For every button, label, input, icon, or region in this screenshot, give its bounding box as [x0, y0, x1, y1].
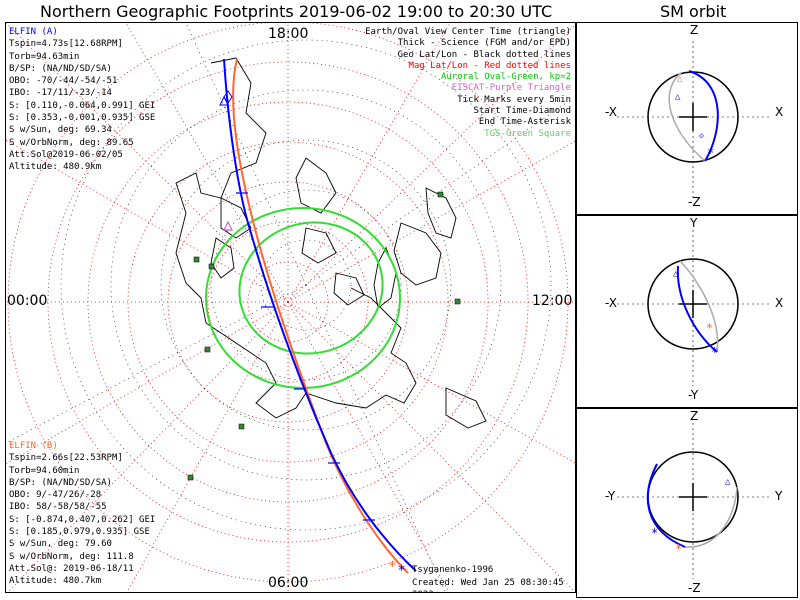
orbit-xy-graphics: △ * *: [617, 230, 772, 386]
legend-item: TGS-Green Square: [484, 128, 571, 139]
elfin-a-info: ELFIN (A) Tspin=4.73s[12.68RPM] Torb=94.…: [9, 26, 155, 174]
map-legend: Earth/Oval View Center Time (triangle) T…: [365, 27, 571, 140]
tgs-stations: [187, 191, 461, 481]
eiscat-triangle: [223, 220, 233, 231]
axis-top: Z: [690, 409, 699, 423]
svg-text:*: *: [706, 321, 713, 335]
label-right: 12:00: [532, 293, 573, 309]
view-center-triangle: [219, 95, 229, 106]
elfin-a-line: IBO: -17/11/-23/-14: [9, 88, 112, 99]
end-asterisk-a: *: [398, 563, 405, 579]
orbit-xz-graphics: * ◇ △ △: [617, 41, 772, 198]
elfin-b-line: Altitude: 480.7km: [9, 576, 102, 587]
label-bottom: 06:00: [268, 575, 309, 591]
geo-latitude-grid: [60, 39, 552, 531]
elfin-a-line: S: [0.353,-0.001,0.935] GSE: [9, 113, 156, 124]
created-stamp: Created: Wed Jan 25 08:30:45 2023: [412, 578, 564, 592]
elfin-a-track: [223, 58, 417, 572]
label-top: 18:00: [268, 26, 309, 42]
elfin-b-info: ELFIN (B) Tspin=2.66s[22.53RPM] Torb=94.…: [9, 440, 155, 588]
elfin-a-line: B/SP: (NA/ND/SD/SA): [9, 63, 112, 74]
elfin-a-line: ELFIN (A): [9, 27, 58, 37]
start-diamond: [223, 90, 233, 104]
axis-right: X: [775, 105, 784, 119]
elfin-a-line: Torb=94.63min: [9, 51, 80, 62]
geo-longitude-grid: [6, 23, 567, 592]
elfin-b-line: Tspin=2.66s[22.53RPM]: [9, 453, 123, 464]
axis-top: Y: [690, 216, 698, 230]
label-left: 00:00: [7, 293, 48, 309]
legend-item: Auroral Oval-Green, kp=2: [440, 72, 571, 83]
axis-left: -Y: [605, 489, 616, 503]
elfin-b-line: Torb=94.60min: [9, 465, 80, 476]
legend-item: Tick Marks every 5min: [457, 94, 571, 105]
legend-item: EISCAT-Purple Triangle: [451, 83, 571, 94]
page-title: Northern Geographic Footprints 2019-06-0…: [40, 2, 553, 21]
elfin-a-line: S: [0.110,-0.064,0.991] GEI: [9, 100, 156, 111]
orbit-panel-yz: * * △ Z -Z -Y Y: [576, 408, 798, 598]
model-credit: Tsyganenko-1996: [412, 565, 494, 575]
svg-text:△: △: [725, 477, 731, 487]
svg-text:△: △: [673, 269, 679, 279]
elfin-b-line: IBO: 58/-58/58/-55: [9, 502, 107, 513]
legend-item: Mag Lat/Lon - Red dotted lines: [408, 60, 571, 71]
legend-item: Earth/Oval View Center Time (triangle): [365, 27, 571, 37]
axis-bottom: -Y: [688, 388, 699, 402]
orbit-yz-graphics: * * △: [617, 423, 772, 579]
legend-item: Thick - Science (FGM and/or EPD): [397, 38, 571, 49]
svg-text:△: △: [675, 92, 681, 102]
elfin-b-line: OBO: 9/-47/26/-28: [9, 490, 102, 501]
axis-bottom: -Z: [688, 581, 701, 595]
elfin-b-line: B/SP: (NA/ND/SD/SA): [9, 477, 112, 488]
end-asterisk-b: *: [389, 559, 396, 575]
legend-item: Start Time-Diamond: [473, 106, 571, 117]
legend-item: Geo Lat/Lon - Black dotted lines: [397, 49, 571, 60]
elfin-b-track: [232, 58, 409, 574]
orbit-panel-xz: * ◇ △ △ Z -Z -X X: [576, 22, 798, 215]
footprint-map: * * 18:00 06:00 00:00 12:00 ELFIN (A) Ts…: [5, 22, 576, 593]
elfin-b-line: ELFIN (B): [9, 441, 58, 451]
elfin-b-line: S w/Sun, deg: 79.60: [9, 539, 112, 550]
elfin-a-line: Tspin=4.73s[12.68RPM]: [9, 39, 123, 50]
elfin-b-line: S: [-0.874,0.407,0.262] GEI: [9, 514, 156, 525]
svg-text:*: *: [707, 146, 714, 160]
axis-top: Z: [690, 23, 699, 37]
elfin-a-line: S w/OrbNorm, deg: 89.65: [9, 137, 134, 148]
elfin-b-line: S w/OrbNorm, deg: 111.8: [9, 551, 134, 562]
svg-text:*: *: [651, 526, 658, 540]
auroral-oval: [205, 207, 401, 389]
elfin-a-ticks: [236, 192, 375, 521]
svg-text:◇: ◇: [699, 131, 704, 140]
orbit-panel-xy: △ * * Y -Y -X X: [576, 215, 798, 408]
elfin-a-line: Altitude: 480.9km: [9, 162, 102, 173]
axis-right: Y: [775, 489, 783, 503]
orbit-title: SM orbit: [660, 2, 727, 21]
elfin-b-line: Att.Sol@: 2019-06-18/11: [9, 563, 134, 574]
axis-right: X: [775, 296, 784, 310]
map-graphics: * *: [6, 23, 575, 592]
svg-text:△: △: [677, 74, 683, 84]
elfin-a-line: Att.Sol@2019-06-02/05: [9, 149, 123, 160]
axis-left: -X: [605, 296, 617, 310]
axis-left: -X: [605, 105, 617, 119]
axis-bottom: -Z: [688, 195, 701, 209]
elfin-b-line: S: [0.185,0.979,0.935] GSE: [9, 527, 150, 538]
elfin-a-line: OBO: -70/-44/-54/-51: [9, 76, 118, 87]
svg-text:*: *: [711, 345, 718, 359]
svg-text:*: *: [675, 542, 682, 556]
legend-item: End Time-Asterisk: [478, 117, 571, 128]
elfin-a-line: S w/Sun, deg: 69.34: [9, 125, 112, 136]
